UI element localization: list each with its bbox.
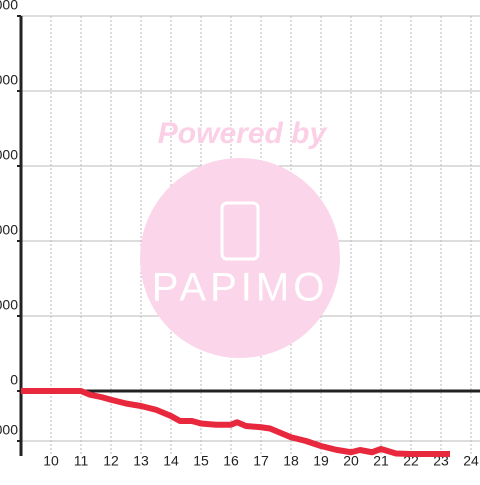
x-tick-label: 12 (103, 453, 119, 469)
watermark-text: Powered by (158, 117, 328, 150)
y-tick-label: -20,000 (0, 422, 18, 438)
y-tick-label: 60,000 (0, 222, 18, 238)
x-tick-label: 11 (74, 453, 89, 469)
y-tick-label: 90,000 (0, 147, 18, 163)
y-tick-label: 120,000 (0, 72, 18, 88)
x-tick-label: 19 (313, 453, 329, 469)
x-tick-label: 21 (373, 453, 389, 469)
x-tick-label: 24 (463, 453, 479, 469)
watermark-phone (220, 201, 260, 261)
y-tick-label: 150,000 (0, 0, 18, 13)
x-tick-label: 17 (253, 453, 269, 469)
x-tick-label: 13 (133, 453, 149, 469)
y-tick-label: 0 (10, 372, 18, 388)
watermark-logo: PAPIMO (152, 266, 329, 310)
x-tick-label: 18 (283, 453, 299, 469)
x-tick-label: 14 (163, 453, 179, 469)
y-tick-label: 30,000 (0, 297, 18, 313)
x-tick-label: 16 (223, 453, 239, 469)
x-tick-label: 10 (43, 453, 59, 469)
data-line (21, 388, 450, 457)
x-tick-label: 15 (193, 453, 209, 469)
x-tick-label: 20 (343, 453, 359, 469)
